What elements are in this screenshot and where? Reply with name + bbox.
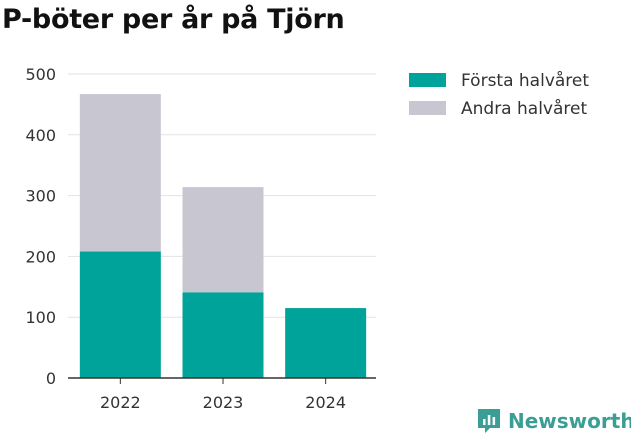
x-tick-label: 2023 <box>203 393 244 412</box>
x-tick-label: 2024 <box>305 393 346 412</box>
x-tick-label: 2022 <box>100 393 141 412</box>
bar-segment <box>182 292 264 378</box>
bars <box>79 94 367 378</box>
brand-logo: Newsworthy <box>476 407 631 435</box>
brand-name: Newsworthy <box>508 409 631 433</box>
y-tick-label: 400 <box>25 126 56 145</box>
bar-segment <box>79 94 161 252</box>
y-tick-label: 0 <box>46 369 56 388</box>
legend-label: Första halvåret <box>461 70 589 91</box>
legend: Första halvåret Andra halvåret <box>409 70 589 119</box>
bar-segment <box>285 308 367 378</box>
y-tick-label: 100 <box>25 308 56 327</box>
y-tick-label: 500 <box>25 65 56 84</box>
x-axis-ticks: 2022 2023 2024 <box>100 378 346 412</box>
bar-segment <box>182 187 264 293</box>
chart-title: P-böter per år på Tjörn <box>2 4 345 35</box>
y-tick-label: 300 <box>25 187 56 206</box>
y-axis-ticks: 0 100 200 300 400 500 <box>25 65 56 388</box>
legend-label: Andra halvåret <box>461 98 587 119</box>
newsworthy-logo-icon <box>478 409 500 433</box>
y-tick-label: 200 <box>25 247 56 266</box>
bar-segment <box>79 251 161 378</box>
legend-swatch <box>409 73 446 87</box>
legend-swatch <box>409 101 446 115</box>
